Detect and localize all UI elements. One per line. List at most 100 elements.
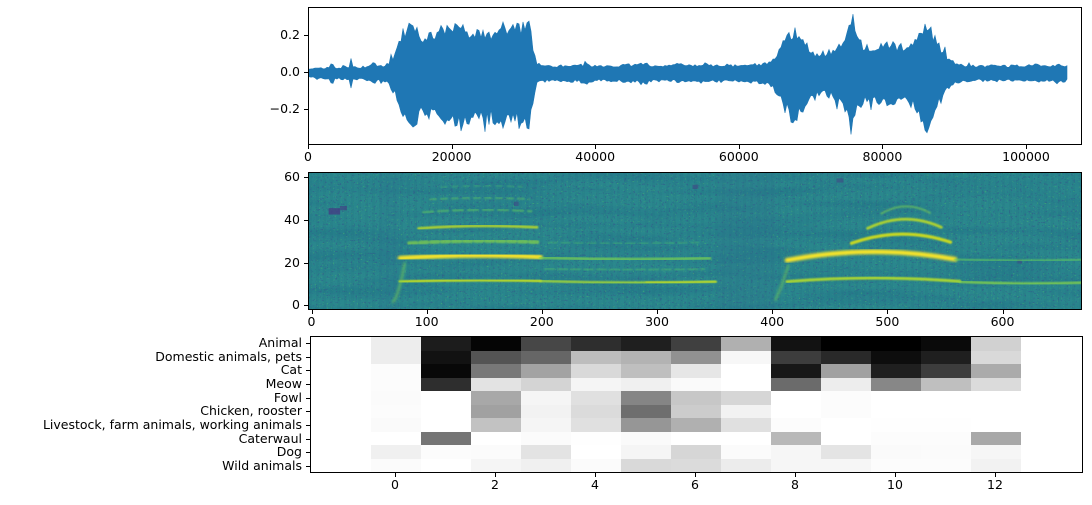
- heatmap-cell: [921, 445, 971, 459]
- heatmap-cell: [971, 431, 1021, 445]
- heatmap-cell: [821, 377, 871, 391]
- y-tick-label: 0: [292, 297, 300, 313]
- heatmap-cell: [521, 337, 571, 351]
- spectrogram-band: [880, 205, 931, 215]
- heatmap-cell: [371, 377, 421, 391]
- x-tick-mark: [772, 310, 774, 314]
- heatmap-cell: [471, 418, 521, 432]
- heatmap-row-label: Livestock, farm animals, working animals: [42, 417, 302, 433]
- heatmap-cell: [571, 350, 621, 364]
- spectrogram-patch: [379, 173, 399, 309]
- heatmap-cell: [371, 418, 421, 432]
- spectrogram-band: [397, 253, 543, 261]
- heatmap-cell: [771, 377, 821, 391]
- heatmap-row-label: Domestic animals, pets: [155, 348, 302, 364]
- heatmap-cell: [721, 364, 771, 378]
- heatmap-cell: [771, 391, 821, 405]
- heatmap-cell: [571, 445, 621, 459]
- heatmap-cell: [921, 350, 971, 364]
- y-tick-mark: [306, 438, 310, 440]
- heatmap-row-label: Dog: [276, 444, 302, 460]
- heatmap-cell: [721, 337, 771, 351]
- spectrogram-patch: [692, 184, 699, 189]
- y-tick-mark: [304, 109, 308, 110]
- heatmap-cell: [471, 431, 521, 445]
- heatmap-cell: [471, 364, 521, 378]
- x-tick-mark: [695, 473, 696, 477]
- x-tick-mark: [495, 473, 496, 477]
- x-tick-label: 40000: [575, 149, 616, 164]
- heatmap-cell: [671, 364, 721, 378]
- heatmap-cell: [371, 431, 421, 445]
- heatmap-cell: [871, 391, 921, 405]
- heatmap-cell: [571, 418, 621, 432]
- class-heatmap-plot-area: [310, 336, 1083, 473]
- heatmap-cell: [621, 404, 671, 418]
- heatmap-cell: [521, 445, 571, 459]
- heatmap-cell: [621, 391, 671, 405]
- heatmap-row-label: Caterwaul: [238, 430, 302, 446]
- heatmap-cell: [921, 337, 971, 351]
- heatmap-cell: [771, 445, 821, 459]
- x-tick-mark: [887, 310, 889, 314]
- y-tick-mark: [306, 452, 310, 454]
- heatmap-cell: [771, 458, 821, 472]
- heatmap-cell: [821, 337, 871, 351]
- class-heatmap-grid: [371, 337, 1021, 472]
- spectrogram-patch: [717, 173, 776, 309]
- x-tick-mark: [311, 310, 313, 314]
- x-tick-label: 4: [591, 477, 599, 492]
- spectrogram-band: [958, 280, 1081, 285]
- x-tick-label: 0: [307, 314, 316, 329]
- heatmap-cell: [921, 391, 971, 405]
- heatmap-cell: [821, 404, 871, 418]
- y-tick-label: 40: [284, 211, 300, 227]
- heatmap-cell: [871, 350, 921, 364]
- heatmap-cell: [471, 350, 521, 364]
- heatmap-cell: [721, 431, 771, 445]
- heatmap-cell: [621, 350, 671, 364]
- heatmap-cell: [421, 445, 471, 459]
- x-tick-mark: [795, 473, 796, 477]
- y-tick-mark: [304, 177, 308, 179]
- heatmap-cell: [821, 418, 871, 432]
- heatmap-cell: [821, 364, 871, 378]
- heatmap-cell: [971, 364, 1021, 378]
- x-tick-label: 600: [990, 314, 1015, 329]
- x-tick-mark: [657, 310, 658, 314]
- heatmap-cell: [571, 391, 621, 405]
- heatmap-cell: [571, 364, 621, 378]
- heatmap-cell: [871, 364, 921, 378]
- y-tick-label: 20: [284, 254, 300, 270]
- spectrogram-band: [953, 258, 1081, 262]
- heatmap-cell: [671, 337, 721, 351]
- spectrogram-band: [849, 232, 953, 245]
- heatmap-cell: [821, 431, 871, 445]
- heatmap-cell: [671, 377, 721, 391]
- heatmap-cell: [571, 404, 621, 418]
- y-tick-mark: [304, 262, 308, 264]
- heatmap-cell: [421, 337, 471, 351]
- y-tick-label: 0.2: [280, 27, 300, 42]
- x-tick-mark: [882, 145, 884, 149]
- heatmap-cell: [671, 404, 721, 418]
- y-tick-mark: [306, 466, 310, 468]
- x-tick-mark: [595, 145, 597, 149]
- heatmap-cell: [771, 431, 821, 445]
- heatmap-cell: [471, 404, 521, 418]
- heatmap-cell: [871, 418, 921, 432]
- x-tick-label: 100: [414, 314, 439, 329]
- x-tick-label: 0: [391, 477, 399, 492]
- spectrogram-band: [417, 224, 539, 230]
- heatmap-cell: [921, 404, 971, 418]
- heatmap-cell: [521, 418, 571, 432]
- x-tick-label: 12: [987, 477, 1003, 492]
- x-tick-label: 6: [691, 477, 699, 492]
- spectrogram-band: [784, 249, 958, 263]
- y-tick-mark: [304, 72, 308, 73]
- x-tick-mark: [308, 145, 309, 149]
- x-tick-mark: [595, 473, 596, 477]
- heatmap-cell: [371, 364, 421, 378]
- spectrogram-plot-area: [308, 172, 1082, 310]
- heatmap-cell: [421, 458, 471, 472]
